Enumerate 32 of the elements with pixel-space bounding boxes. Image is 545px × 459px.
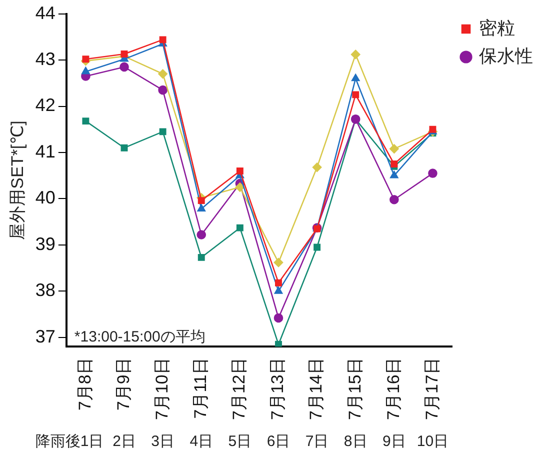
- x-tick-label: 7月12日: [230, 358, 249, 420]
- annotation: *13:00-15:00の平均: [74, 328, 206, 346]
- legend-label: 保水性: [479, 46, 533, 66]
- y-tick-label: 39: [35, 234, 56, 254]
- text: 降雨後1日: [35, 433, 104, 450]
- x-tick-label: 7月13日: [268, 358, 288, 420]
- y-tick-label: 42: [35, 95, 56, 116]
- text: 5日: [228, 433, 252, 450]
- x-tick-label: 7月11日: [191, 358, 210, 419]
- y-tick-label: 44: [35, 2, 56, 23]
- x-tick-label: 7月9日: [114, 358, 133, 411]
- y-axis-title: 屋外用SET*[℃]: [8, 120, 27, 240]
- text: 9日: [382, 433, 406, 450]
- y-tick-label: 37: [35, 326, 56, 346]
- text: 2日: [112, 433, 136, 450]
- y-tick-label: 43: [35, 48, 56, 69]
- text: 6日: [266, 433, 290, 450]
- x-tick-label: 7月8日: [75, 358, 94, 411]
- y-tick-label: 40: [35, 188, 56, 208]
- x-tick-label: 7月17日: [422, 358, 442, 420]
- text: 7日: [305, 433, 329, 450]
- text: 4日: [190, 433, 214, 450]
- y-tick-label: 38: [35, 280, 56, 300]
- x-tick-label: 7月10日: [152, 358, 172, 420]
- text: 8日: [344, 433, 368, 450]
- legend-label: 密粒: [479, 18, 515, 38]
- x-tick-label: 7月14日: [306, 358, 326, 420]
- x-tick-label: 7月16日: [384, 358, 403, 420]
- text: 3日: [151, 433, 174, 450]
- y-tick-label: 41: [35, 141, 56, 162]
- x-tick-label: 7月15日: [345, 358, 364, 420]
- text: 10日: [416, 433, 449, 450]
